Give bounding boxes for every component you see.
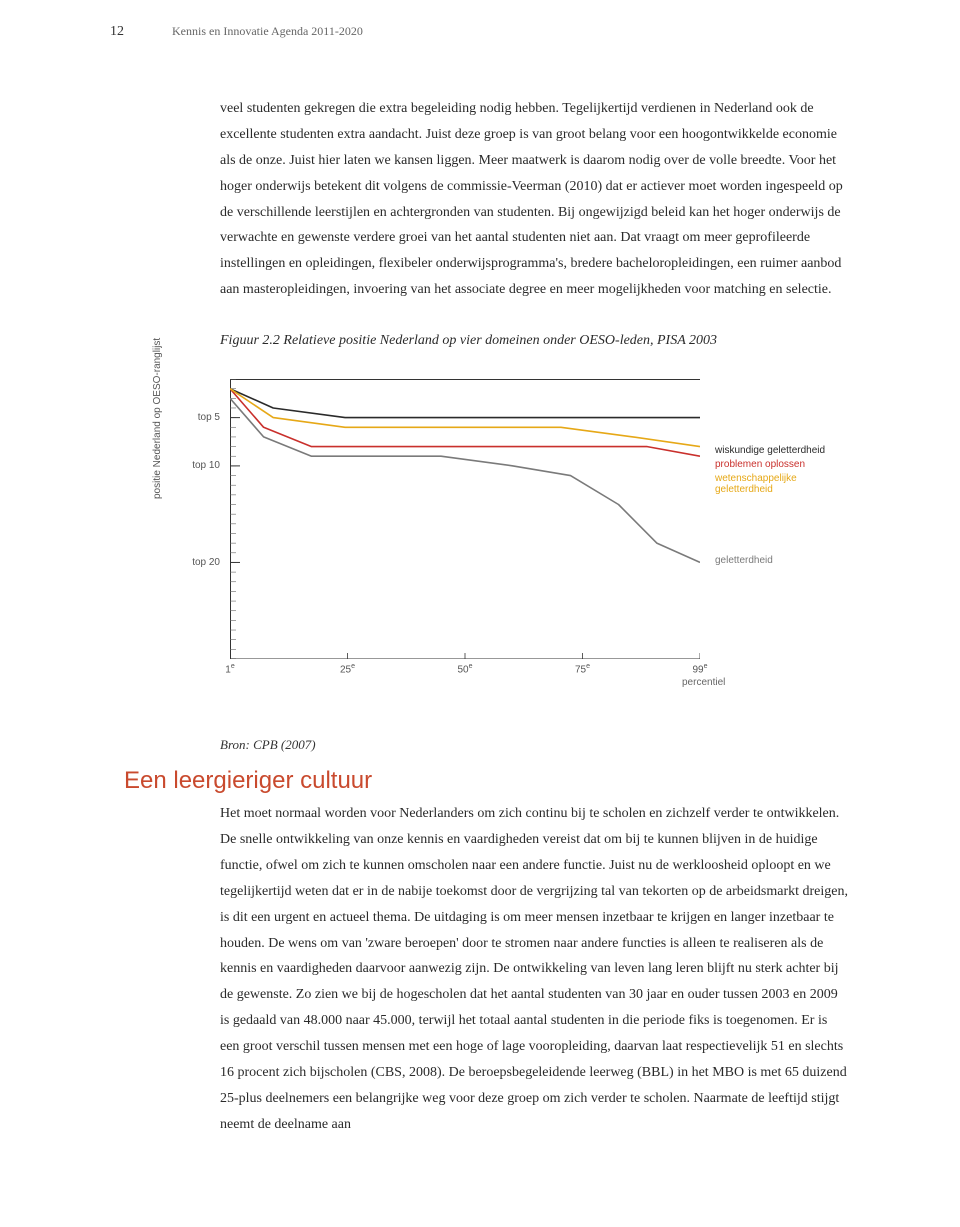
page-number: 12 — [110, 24, 124, 40]
body-paragraph-top: veel studenten gekregen die extra begele… — [220, 96, 850, 303]
legend-item: wiskundige geletterdheid — [715, 445, 825, 456]
legend-item: geletterdheid — [715, 555, 773, 566]
running-title: Kennis en Innovatie Agenda 2011-2020 — [172, 24, 363, 39]
section-heading: Een leergieriger cultuur — [124, 767, 850, 795]
x-tick-label: 99e — [692, 663, 707, 675]
body-paragraph-bottom: Het moet normaal worden voor Nederlander… — [220, 801, 850, 1138]
legend-item: wetenschappelijke geletterdheid — [715, 473, 850, 495]
legend-item: problemen oplossen — [715, 459, 805, 470]
figure-caption: Figuur 2.2 Relatieve positie Nederland o… — [220, 333, 850, 349]
chart-figure: positie Nederland op OESO-ranglijst top … — [160, 379, 850, 709]
y-tick-label: top 5 — [184, 412, 220, 423]
x-tick-label: 75e — [575, 663, 590, 675]
chart-series-line — [230, 398, 700, 562]
chart-series-line — [230, 389, 700, 418]
x-tick-label: 25e — [340, 663, 355, 675]
chart-series-line — [230, 389, 700, 457]
x-tick-label: 1e — [225, 663, 234, 675]
chart-source: Bron: CPB (2007) — [220, 737, 850, 753]
y-tick-label: top 20 — [184, 557, 220, 568]
x-tick-label: 50e — [457, 663, 472, 675]
running-header: 12 Kennis en Innovatie Agenda 2011-2020 — [110, 24, 850, 40]
y-tick-label: top 10 — [184, 460, 220, 471]
y-axis-label: positie Nederland op OESO-ranglijst — [152, 338, 163, 499]
chart-svg — [230, 379, 700, 659]
x-axis-sublabel: percentiel — [682, 677, 725, 688]
